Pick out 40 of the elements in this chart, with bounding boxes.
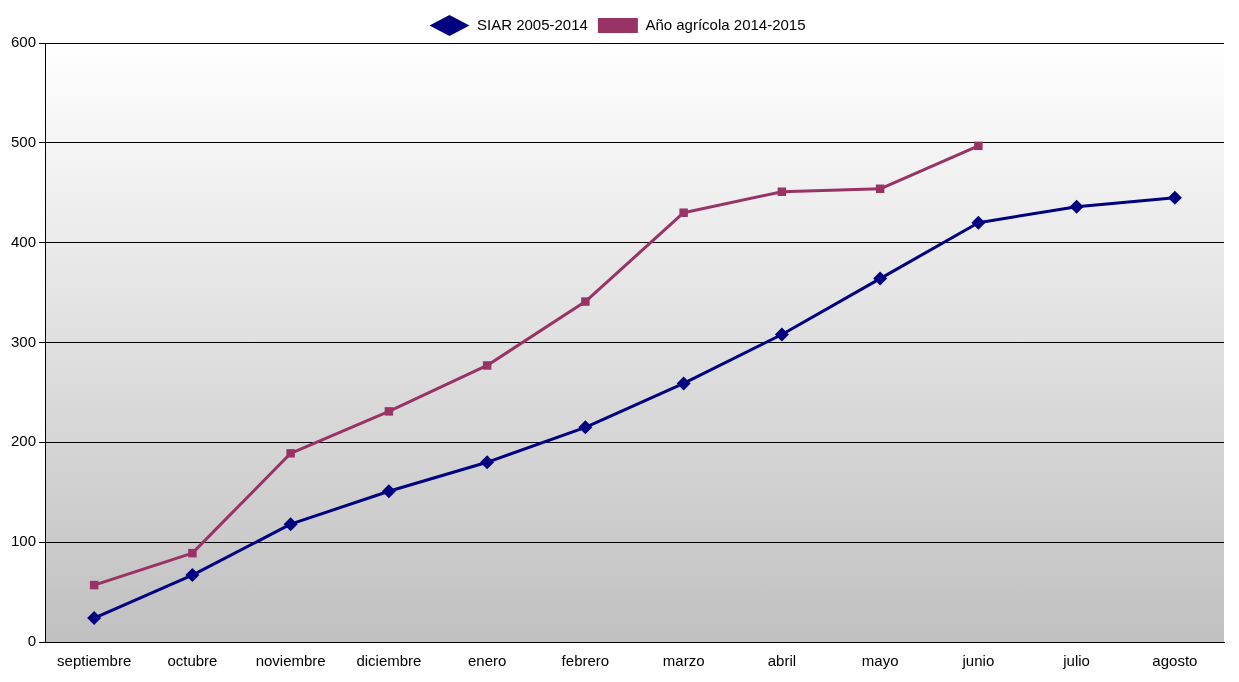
point — [384, 407, 394, 416]
point — [286, 449, 295, 458]
point — [873, 271, 888, 286]
point — [1167, 190, 1182, 205]
x-tick-label: mayo — [861, 652, 899, 670]
point — [185, 568, 200, 583]
y-tick-label: 0 — [27, 632, 37, 650]
x-tick-label: enero — [467, 652, 507, 670]
x-tick-label: junio — [961, 652, 995, 670]
point — [774, 327, 789, 342]
point — [971, 215, 986, 230]
y-tick-label: 300 — [11, 332, 37, 350]
point — [188, 548, 197, 558]
point — [676, 376, 691, 391]
x-tick-label: diciembre — [356, 652, 422, 670]
point — [974, 141, 983, 151]
point — [1069, 199, 1084, 214]
x-tick-label: julio — [1062, 652, 1090, 670]
x-tick-label: septiembre — [57, 652, 132, 670]
legend-label: Año agrícola 2014-2015 — [645, 15, 806, 33]
y-tick-label: 100 — [11, 532, 37, 550]
point — [87, 611, 102, 626]
point — [581, 297, 590, 306]
x-tick-label: febrero — [561, 652, 610, 670]
x-tick-label: noviembre — [255, 652, 326, 670]
point — [679, 208, 688, 217]
y-tick-label: 600 — [11, 33, 37, 51]
legend-label: SIAR 2005-2014 — [476, 15, 588, 33]
y-tick-label: 500 — [11, 132, 37, 150]
y-tick-label: 400 — [11, 232, 37, 250]
point — [381, 484, 396, 499]
x-tick-label: marzo — [662, 652, 705, 670]
y-tick-label: 200 — [11, 432, 37, 450]
point — [480, 455, 495, 470]
x-tick-label: abril — [767, 652, 797, 670]
point — [283, 517, 298, 532]
x-tick-label: octubre — [167, 652, 218, 670]
point — [482, 361, 492, 370]
point — [578, 420, 593, 435]
x-tick-label: agosto — [1152, 652, 1198, 670]
